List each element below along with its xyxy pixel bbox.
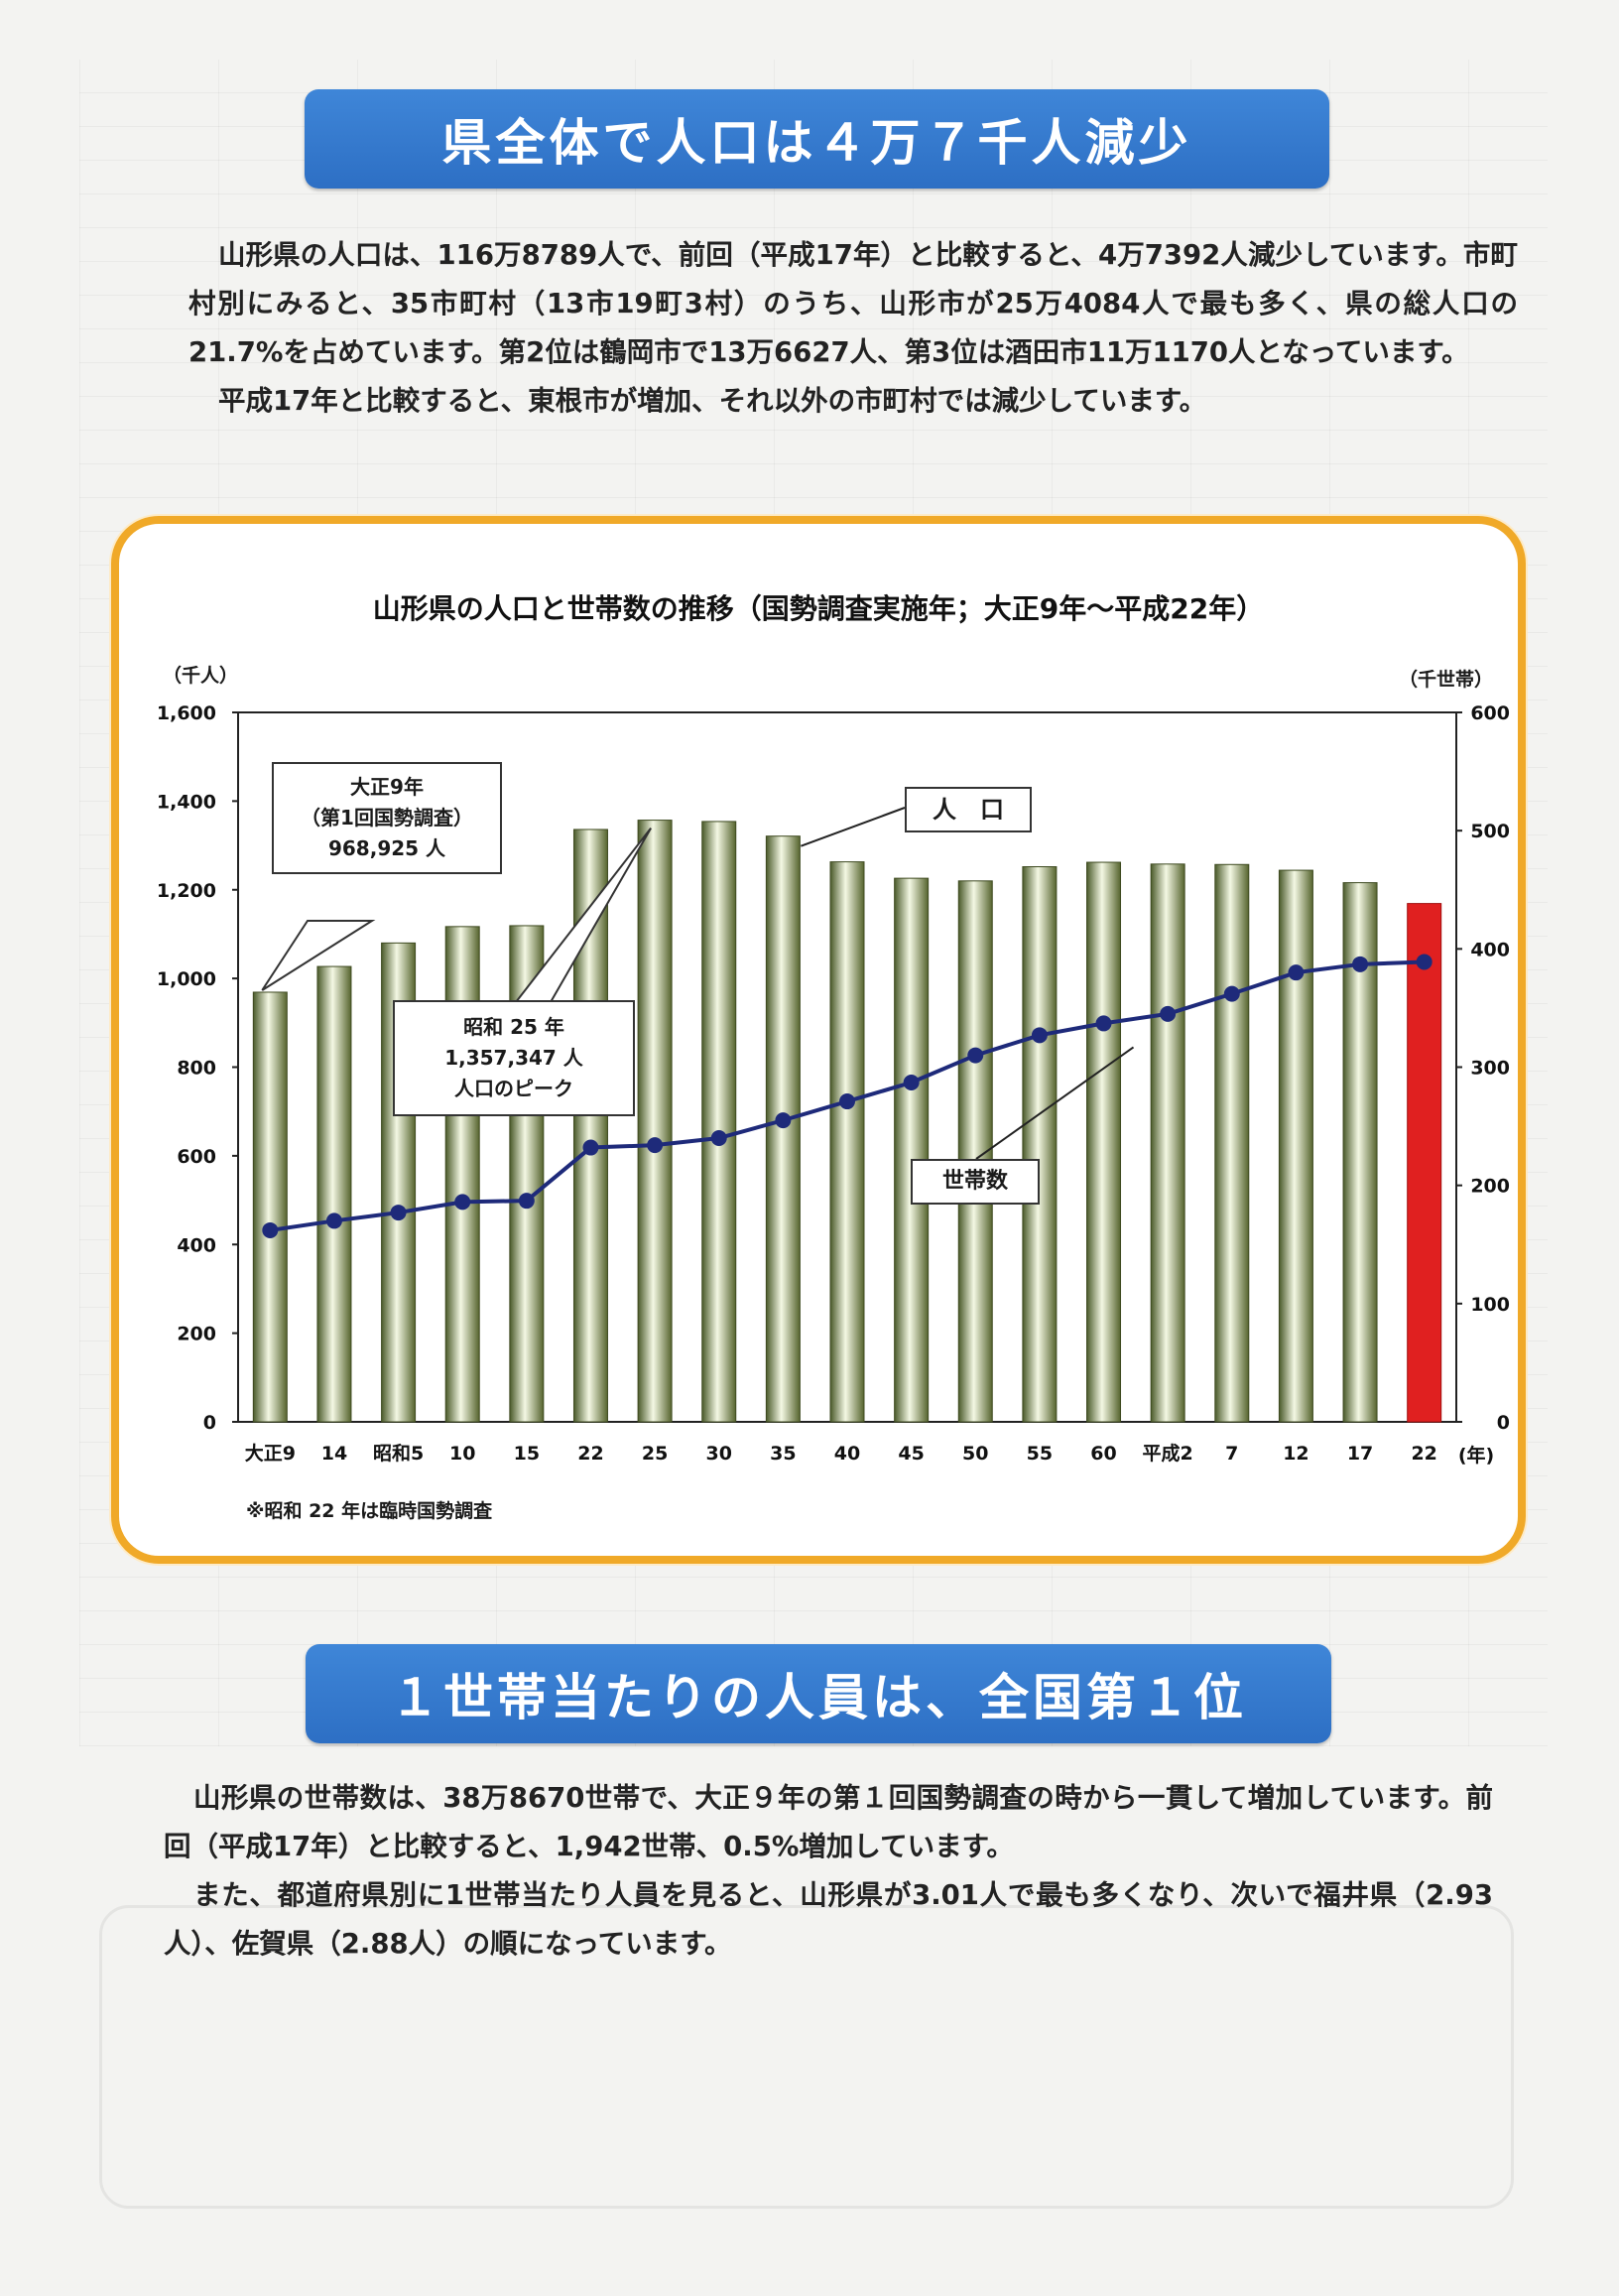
- left-tick-label: 200: [177, 1324, 216, 1345]
- right-axis-unit: （千世帯）: [1399, 669, 1494, 691]
- x-tick-label: 60: [1090, 1443, 1116, 1465]
- households-point: [1288, 964, 1305, 981]
- households-point: [967, 1047, 984, 1064]
- households-point: [1095, 1015, 1112, 1032]
- chart-title: 山形県の人口と世帯数の推移（国勢調査実施年；大正9年～平成22年）: [372, 592, 1265, 625]
- x-tick-label: 40: [834, 1443, 860, 1465]
- callout-peak-line1: 昭和 25 年: [463, 1015, 564, 1039]
- right-tick-label: 300: [1470, 1058, 1510, 1080]
- population-bar: [701, 821, 737, 1423]
- callout-first-pointer: [261, 920, 376, 991]
- population-bar: [637, 820, 673, 1423]
- section1-text: 山形県の人口は、116万8789人で、前回（平成17年）と比較すると、4万739…: [188, 231, 1518, 426]
- population-bar: [1086, 861, 1122, 1423]
- right-tick-label: 500: [1470, 821, 1510, 842]
- households-point: [390, 1205, 407, 1221]
- section1-heading: 県全体で人口は４万７千人減少: [305, 89, 1329, 189]
- left-tick-label: 1,000: [157, 968, 216, 990]
- population-bar: [829, 861, 865, 1423]
- households-point: [454, 1194, 471, 1211]
- x-tick-label: 55: [1027, 1443, 1053, 1465]
- x-tick-label: 45: [898, 1443, 924, 1465]
- x-tick-label: 22: [1411, 1443, 1436, 1465]
- x-tick-label: 22: [577, 1443, 603, 1465]
- section2-paragraph1: 山形県の世帯数は、38万8670世帯で、大正９年の第１回国勢調査の時から一貫して…: [164, 1782, 1493, 1862]
- left-axis-unit: （千人）: [163, 665, 239, 687]
- x-tick-label: 15: [514, 1443, 540, 1465]
- right-tick-label: 100: [1470, 1294, 1510, 1316]
- right-tick-label: 0: [1497, 1412, 1510, 1434]
- left-tick-label: 1,400: [157, 791, 216, 813]
- left-tick-label: 400: [177, 1234, 216, 1256]
- households-point: [1416, 954, 1432, 970]
- x-tick-label: 昭和5: [373, 1442, 424, 1465]
- x-tick-label: 14: [321, 1443, 347, 1465]
- households-point: [262, 1221, 279, 1238]
- left-tick-label: 0: [203, 1412, 216, 1434]
- left-tick-label: 800: [177, 1058, 216, 1080]
- households-point: [1223, 985, 1240, 1002]
- section1-paragraph1: 山形県の人口は、116万8789人で、前回（平成17年）と比較すると、4万739…: [188, 239, 1518, 368]
- chart-plot: 0 200 400 600 800 1,000 1,200 1,400 1,600 0 100 200…: [157, 702, 1510, 1467]
- section2-heading: １世帯当たりの人員は、全国第１位: [306, 1644, 1331, 1743]
- chart-frame: 山形県の人口と世帯数の推移（国勢調査実施年；大正9年～平成22年） （千人） （…: [111, 516, 1526, 1564]
- x-tick-label: 7: [1225, 1443, 1238, 1465]
- callout-first-line2: （第1回国勢調査）: [301, 806, 473, 829]
- population-bar: [1342, 882, 1378, 1423]
- households-pointer-line: [975, 1046, 1135, 1160]
- x-tick-label: 35: [770, 1443, 796, 1465]
- left-tick-label: 600: [177, 1146, 216, 1168]
- section2-text: 山形県の世帯数は、38万8670世帯で、大正９年の第１回国勢調査の時から一貫して…: [164, 1774, 1493, 1969]
- households-point: [903, 1074, 920, 1090]
- population-bar: [1278, 869, 1313, 1423]
- label-population: 人 口: [905, 787, 1032, 832]
- callout-first-census: 大正9年 （第1回国勢調査） 968,925 人: [272, 762, 502, 874]
- callout-population-peak: 昭和 25 年 1,357,347 人 人口のピーク: [393, 1000, 635, 1116]
- population-bar: [252, 991, 288, 1423]
- right-tick-label: 400: [1470, 939, 1510, 960]
- households-point: [647, 1137, 664, 1154]
- x-tick-label: 30: [706, 1443, 732, 1465]
- left-tick-label: 1,200: [157, 880, 216, 902]
- section1-paragraph2: 平成17年と比較すると、東根市が増加、それ以外の市町村では減少しています。: [218, 385, 1207, 417]
- left-tick-label: 1,600: [157, 702, 216, 724]
- population-bar: [894, 877, 930, 1423]
- x-tick-label: 平成2: [1143, 1442, 1193, 1465]
- population-pointer-line: [801, 807, 906, 847]
- population-bar: [1022, 866, 1058, 1423]
- background-box-ghost: [99, 1905, 1514, 2209]
- x-tick-label: 10: [449, 1443, 475, 1465]
- population-bar: [1150, 863, 1185, 1423]
- label-households: 世帯数: [911, 1159, 1040, 1205]
- callout-first-line3: 968,925 人: [327, 836, 446, 860]
- callout-first-line1: 大正9年: [350, 775, 424, 799]
- population-bar: [1407, 903, 1442, 1423]
- households-point: [710, 1130, 727, 1146]
- x-axis-unit: (年): [1458, 1444, 1494, 1467]
- x-tick-label: 大正9: [245, 1442, 296, 1465]
- households-point: [775, 1112, 792, 1129]
- households-point: [1031, 1027, 1048, 1044]
- right-tick-label: 200: [1470, 1176, 1510, 1198]
- section2-paragraph2: また、都道府県別に1世帯当たり人員を見ると、山形県が3.01人で最も多くなり、次…: [164, 1879, 1493, 1960]
- chart-note: ※昭和 22 年は臨時国勢調査: [246, 1500, 493, 1522]
- households-point: [582, 1139, 599, 1156]
- x-tick-label: 25: [642, 1443, 668, 1465]
- callout-peak-line3: 人口のピーク: [454, 1077, 573, 1100]
- households-point: [1352, 956, 1369, 972]
- x-tick-label: 50: [962, 1443, 988, 1465]
- households-point: [518, 1193, 535, 1210]
- households-point: [325, 1212, 342, 1229]
- population-bar: [316, 965, 352, 1423]
- x-tick-label: 12: [1283, 1443, 1308, 1465]
- households-point: [1160, 1005, 1177, 1022]
- callout-peak-line2: 1,357,347 人: [444, 1046, 583, 1070]
- x-tick-label: 17: [1347, 1443, 1373, 1465]
- population-bar: [1214, 863, 1250, 1423]
- population-bar: [765, 835, 801, 1423]
- right-tick-label: 600: [1470, 702, 1510, 724]
- households-point: [839, 1093, 855, 1110]
